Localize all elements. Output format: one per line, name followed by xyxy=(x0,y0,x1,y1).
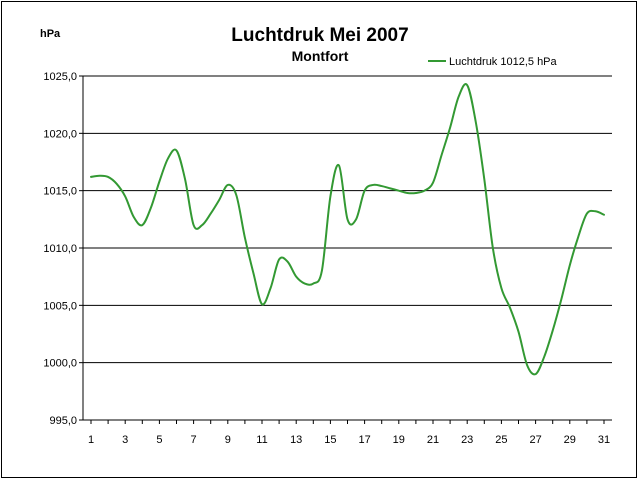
legend: Luchtdruk 1012,5 hPa xyxy=(428,56,558,68)
y-tick-label: 1010,0 xyxy=(43,243,77,255)
x-tick-label: 1 xyxy=(88,434,94,446)
y-tick-label: 1005,0 xyxy=(43,300,77,312)
x-tick-label: 21 xyxy=(427,434,439,446)
chart-subtitle: Montfort xyxy=(292,48,349,64)
y-tick-label: 1025,0 xyxy=(43,71,77,83)
x-tick-label: 3 xyxy=(122,434,128,446)
legend-label: Luchtdruk 1012,5 hPa xyxy=(449,56,558,68)
x-tick-label: 27 xyxy=(529,434,541,446)
x-tick-label: 5 xyxy=(156,434,162,446)
chart-title: Luchtdruk Mei 2007 xyxy=(231,25,408,46)
x-tick-label: 13 xyxy=(290,434,302,446)
x-tick-label: 11 xyxy=(256,434,267,446)
y-tick-label: 1015,0 xyxy=(43,186,77,198)
x-tick-label: 15 xyxy=(324,434,336,446)
x-tick-label: 17 xyxy=(358,434,370,446)
series-line xyxy=(90,83,605,376)
x-tick-label: 9 xyxy=(225,434,231,446)
y-tick-label: 995,0 xyxy=(49,415,77,427)
x-tick-label: 19 xyxy=(393,434,405,446)
tick-labels: 995,0 1000,0 1005,0 1010,0 1015,0 1020,0 1025,… xyxy=(43,71,610,446)
y-tick-label: 1020,0 xyxy=(43,128,77,140)
x-tick-label: 23 xyxy=(461,434,473,446)
axes xyxy=(79,75,612,424)
series-lines xyxy=(90,83,605,376)
x-tick-label: 31 xyxy=(598,434,610,446)
grid-lines xyxy=(83,75,612,364)
y-axis-label: hPa xyxy=(40,28,61,40)
x-tick-label: 29 xyxy=(564,434,576,446)
x-tick-label: 25 xyxy=(495,434,507,446)
x-tick-label: 7 xyxy=(191,434,197,446)
y-tick-label: 1000,0 xyxy=(43,358,77,370)
